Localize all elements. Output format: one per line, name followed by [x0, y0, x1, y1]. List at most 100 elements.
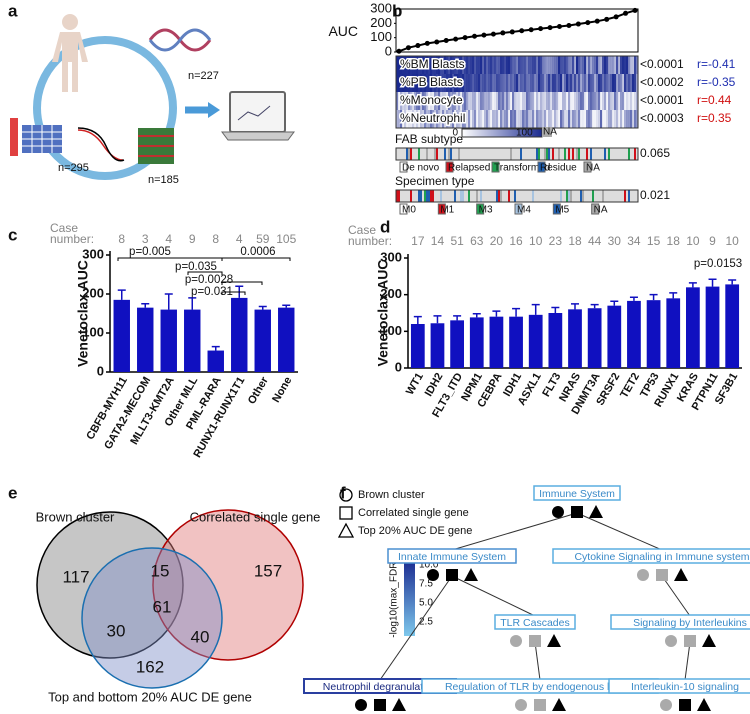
marker-triangle [464, 568, 478, 581]
legend-label: Correlated single gene [358, 507, 469, 519]
heat-cell [420, 92, 423, 110]
heat-cell [620, 74, 623, 92]
track-cell [476, 190, 479, 202]
marker-triangle [697, 698, 711, 711]
heat-cell [492, 92, 495, 110]
track-cell [492, 190, 495, 202]
track-cell [504, 190, 507, 202]
track-cell [398, 190, 401, 202]
heat-cell [484, 56, 487, 74]
marker-circle [510, 635, 522, 647]
heat-cell [504, 92, 507, 110]
heat-cell [494, 110, 497, 128]
heat-cell [568, 74, 571, 92]
case-number: 51 [450, 234, 464, 248]
track-cell [396, 148, 399, 160]
colorbar-label: -log10(max_FDR) [389, 558, 400, 637]
heat-cell [460, 110, 463, 128]
track-cell [532, 148, 535, 160]
region-count: 117 [62, 567, 89, 586]
track-cell [464, 148, 467, 160]
heat-cell [478, 74, 481, 92]
track-cell [430, 190, 433, 202]
track-cell [620, 190, 623, 202]
track-cell [598, 148, 601, 160]
auc-point [500, 30, 506, 36]
track-cell [474, 148, 477, 160]
heat-cell [472, 92, 475, 110]
heat-cell [612, 74, 615, 92]
heat-cell [534, 110, 537, 128]
case-number: 18 [568, 234, 582, 248]
heat-cell [502, 92, 505, 110]
heat-cell [538, 56, 541, 74]
heat-cell [616, 110, 619, 128]
heat-cell [616, 92, 619, 110]
track-cell [480, 148, 483, 160]
track-cell [554, 190, 557, 202]
heat-cell [412, 92, 415, 110]
heat-cell [576, 92, 579, 110]
error-bar [610, 300, 619, 306]
track-cell [414, 190, 417, 202]
track-cell [432, 148, 435, 160]
track-cell [476, 148, 479, 160]
track-cell [428, 148, 431, 160]
heat-cell [506, 74, 509, 92]
region-count: 162 [136, 657, 164, 676]
heat-cell [500, 56, 503, 74]
colorbar-tick: 10.0 [419, 560, 439, 571]
auc-point [490, 31, 496, 37]
heat-cell [458, 56, 461, 74]
heat-cell [446, 56, 449, 74]
heat-cell [592, 92, 595, 110]
heat-cell [436, 92, 439, 110]
heat-cell [490, 56, 493, 74]
y-tick-label: 0 [395, 359, 402, 374]
p-value: <0.0003 [640, 111, 684, 125]
marker-triangle [547, 634, 561, 647]
track-cell [446, 148, 449, 160]
track-cell [566, 148, 569, 160]
heat-cell [456, 110, 459, 128]
error-bar [433, 315, 442, 324]
track-cell [558, 190, 561, 202]
heat-cell [520, 92, 523, 110]
heat-cell [504, 56, 507, 74]
heat-cell [564, 74, 567, 92]
heat-cell [594, 92, 597, 110]
heat-cell [544, 74, 547, 92]
heat-cell [540, 56, 543, 74]
legend-label: NA [586, 163, 600, 174]
heat-cell [608, 56, 611, 74]
heat-cell [472, 56, 475, 74]
track-cell [458, 190, 461, 202]
heat-cell [542, 110, 545, 128]
heat-cell [444, 56, 447, 74]
track-cell [400, 190, 403, 202]
bar [548, 313, 563, 368]
heat-cell [572, 56, 575, 74]
track-cell [544, 148, 547, 160]
auc-point [405, 45, 411, 51]
region-count: 15 [151, 561, 170, 580]
heat-cell [448, 56, 451, 74]
heat-cell [418, 74, 421, 92]
heat-cell [546, 110, 549, 128]
track-cell [538, 148, 541, 160]
y-tick-label: 200 [380, 286, 402, 301]
heat-cell [410, 56, 413, 74]
heat-cell [606, 74, 609, 92]
track-cell [450, 190, 453, 202]
marker-triangle [337, 522, 355, 538]
heat-cell [404, 74, 407, 92]
heat-cell [464, 74, 467, 92]
heat-cell [440, 56, 443, 74]
heat-cell [458, 74, 461, 92]
annotation: p=0.0153 [694, 258, 742, 270]
track-cell [584, 190, 587, 202]
track-cell [494, 190, 497, 202]
heat-cell [628, 110, 631, 128]
x-tick-label: None [270, 375, 294, 405]
track-cell [500, 148, 503, 160]
